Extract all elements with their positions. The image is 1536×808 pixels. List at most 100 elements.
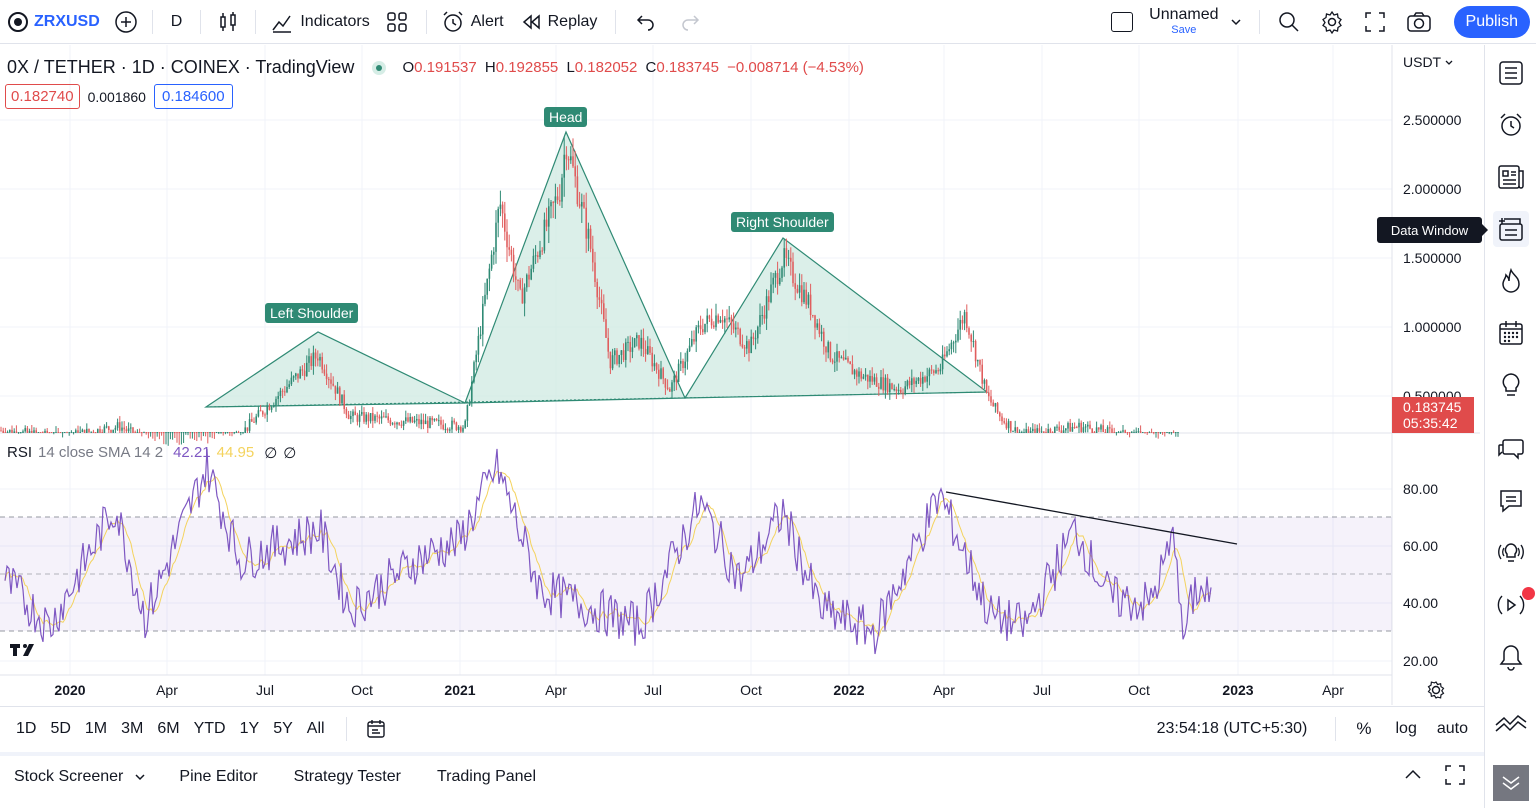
chevron-down-icon	[135, 774, 145, 781]
news-button[interactable]	[1493, 159, 1529, 195]
expand-icon	[1445, 764, 1465, 785]
indicators-button[interactable]: Indicators	[264, 0, 375, 44]
auto-scale-toggle[interactable]: auto	[1436, 719, 1468, 737]
chart-canvas[interactable]: 2.500000 2.000000 1.500000 1.000000 0.50…	[0, 45, 1480, 705]
candle-body	[226, 432, 229, 433]
candle-body	[946, 351, 948, 357]
maximize-panel-button[interactable]	[1392, 764, 1434, 791]
candle-body	[1069, 423, 1071, 432]
pine-editor-tab[interactable]: Pine Editor	[161, 768, 275, 786]
candle-body	[57, 432, 59, 433]
redo-button[interactable]	[668, 0, 712, 44]
price-axis[interactable]: 2.500000 2.000000 1.500000 1.000000 0.50…	[1403, 112, 1462, 404]
candle-body	[695, 327, 697, 342]
rsi-trendline[interactable]	[945, 491, 1238, 545]
left-shoulder-label[interactable]: Left Shoulder	[265, 303, 359, 323]
range-button-1m[interactable]: 1M	[84, 719, 108, 737]
chart-legend[interactable]: 0X / TETHER · 1D · COINEX · TradingView …	[7, 57, 864, 78]
interval-button[interactable]: D	[161, 0, 193, 44]
candle-body	[1124, 430, 1126, 433]
range-button-1d[interactable]: 1D	[16, 719, 37, 737]
right-shoulder-label[interactable]: Right Shoulder	[731, 212, 834, 232]
fullscreen-button[interactable]	[1354, 0, 1396, 44]
collapse-panel-button[interactable]	[1493, 765, 1529, 801]
trading-panel-tab[interactable]: Trading Panel	[419, 768, 554, 786]
log-scale-toggle[interactable]: log	[1395, 719, 1417, 737]
templates-button[interactable]	[376, 0, 418, 44]
range-button-ytd[interactable]: YTD	[193, 719, 226, 737]
price-tick: 1.500000	[1403, 250, 1462, 266]
candle-body	[248, 419, 251, 431]
streams-button[interactable]	[1493, 587, 1535, 623]
ask-price-button[interactable]: 0.184600	[153, 84, 233, 109]
alert-button[interactable]: Alert	[435, 0, 510, 44]
watchlist-button[interactable]	[1493, 55, 1529, 91]
goto-date-button[interactable]	[355, 718, 397, 740]
search-icon	[1278, 11, 1299, 32]
range-button-1y[interactable]: 1Y	[239, 719, 260, 737]
candle-body	[429, 417, 431, 428]
range-button-6m[interactable]: 6M	[157, 719, 180, 737]
hotlists-button[interactable]	[1493, 263, 1529, 299]
search-button[interactable]	[1268, 0, 1310, 44]
legend-title[interactable]: 0X / TETHER · 1D · COINEX · TradingView	[7, 57, 355, 77]
candlestick-series[interactable]	[0, 136, 1179, 446]
candle-body	[365, 414, 367, 422]
compare-button[interactable]	[108, 0, 144, 44]
data-window-button[interactable]	[1493, 211, 1529, 247]
candle-body	[583, 202, 585, 208]
alerts-button[interactable]	[1493, 107, 1529, 143]
rsi-legend[interactable]: RSI 14 close SMA 14 2 42.21 44.95 ∅ ∅	[7, 444, 296, 462]
candle-body	[816, 323, 818, 328]
candle-body	[4, 432, 7, 433]
rsi-axis[interactable]: 80.00 60.00 40.00 20.00	[1403, 481, 1438, 669]
notifications-button[interactable]	[1493, 639, 1529, 675]
percent-scale-toggle[interactable]: %	[1356, 718, 1372, 738]
candle-body	[1175, 432, 1177, 433]
head-label[interactable]: Head	[544, 107, 588, 127]
fullscreen-panel-button[interactable]	[1434, 764, 1484, 791]
range-button-5y[interactable]: 5Y	[273, 719, 293, 737]
range-button-all[interactable]: All	[306, 719, 325, 737]
tradingview-logo-icon[interactable]	[10, 644, 34, 656]
undo-button[interactable]	[624, 0, 668, 44]
candle-body	[394, 423, 396, 425]
snapshot-button[interactable]	[1396, 0, 1442, 44]
ideas-button[interactable]	[1493, 367, 1529, 403]
rsi-line[interactable]	[4, 448, 1212, 655]
candle-body	[314, 352, 317, 359]
candle-body	[352, 411, 354, 416]
chart-area[interactable]: 2.500000 2.000000 1.500000 1.000000 0.50…	[0, 45, 1480, 705]
candle-body	[559, 200, 561, 202]
time-tick: Jul	[256, 682, 274, 698]
range-button-5d[interactable]: 5D	[50, 719, 71, 737]
time-axis[interactable]: 2020 Apr Jul Oct 2021 Apr Jul Oct 2022 Apr Jul Oct 2…	[54, 682, 1344, 698]
range-button-3m[interactable]: 3M	[121, 719, 144, 737]
candle-body	[570, 156, 572, 161]
replay-button[interactable]: Replay	[510, 0, 608, 44]
private-chats-button[interactable]	[1493, 483, 1529, 519]
candle-body	[185, 432, 187, 433]
trading-button[interactable]	[1493, 705, 1529, 741]
public-chats-button[interactable]	[1493, 431, 1529, 467]
calendar-button[interactable]	[1493, 315, 1529, 351]
symbol-search[interactable]: ZRXUSD	[0, 0, 108, 44]
timezone-clock[interactable]: 23:54:18 (UTC+5:30)	[1156, 719, 1308, 737]
candle-body	[1139, 431, 1142, 433]
currency-selector[interactable]: USDT	[1403, 54, 1454, 70]
candle-body	[966, 312, 968, 329]
candle-body	[792, 261, 794, 284]
right-shoulder-triangle[interactable]	[683, 237, 989, 399]
publish-button[interactable]: Publish	[1453, 5, 1530, 38]
layout-button[interactable]: Unnamed Save	[1103, 0, 1250, 44]
strategy-tester-tab[interactable]: Strategy Tester	[276, 768, 419, 786]
ideas-stream-button[interactable]	[1493, 535, 1529, 571]
candle-body	[1115, 432, 1118, 433]
rsi-empty-value: ∅	[283, 445, 297, 462]
settings-button[interactable]	[1310, 0, 1354, 44]
chart-type-button[interactable]	[209, 0, 247, 44]
bid-price-button[interactable]: 0.182740	[5, 84, 80, 109]
chart-settings-icon[interactable]	[1427, 681, 1445, 699]
head-shoulders-pattern[interactable]	[203, 130, 989, 408]
stock-screener-tab[interactable]: Stock Screener	[0, 768, 161, 786]
